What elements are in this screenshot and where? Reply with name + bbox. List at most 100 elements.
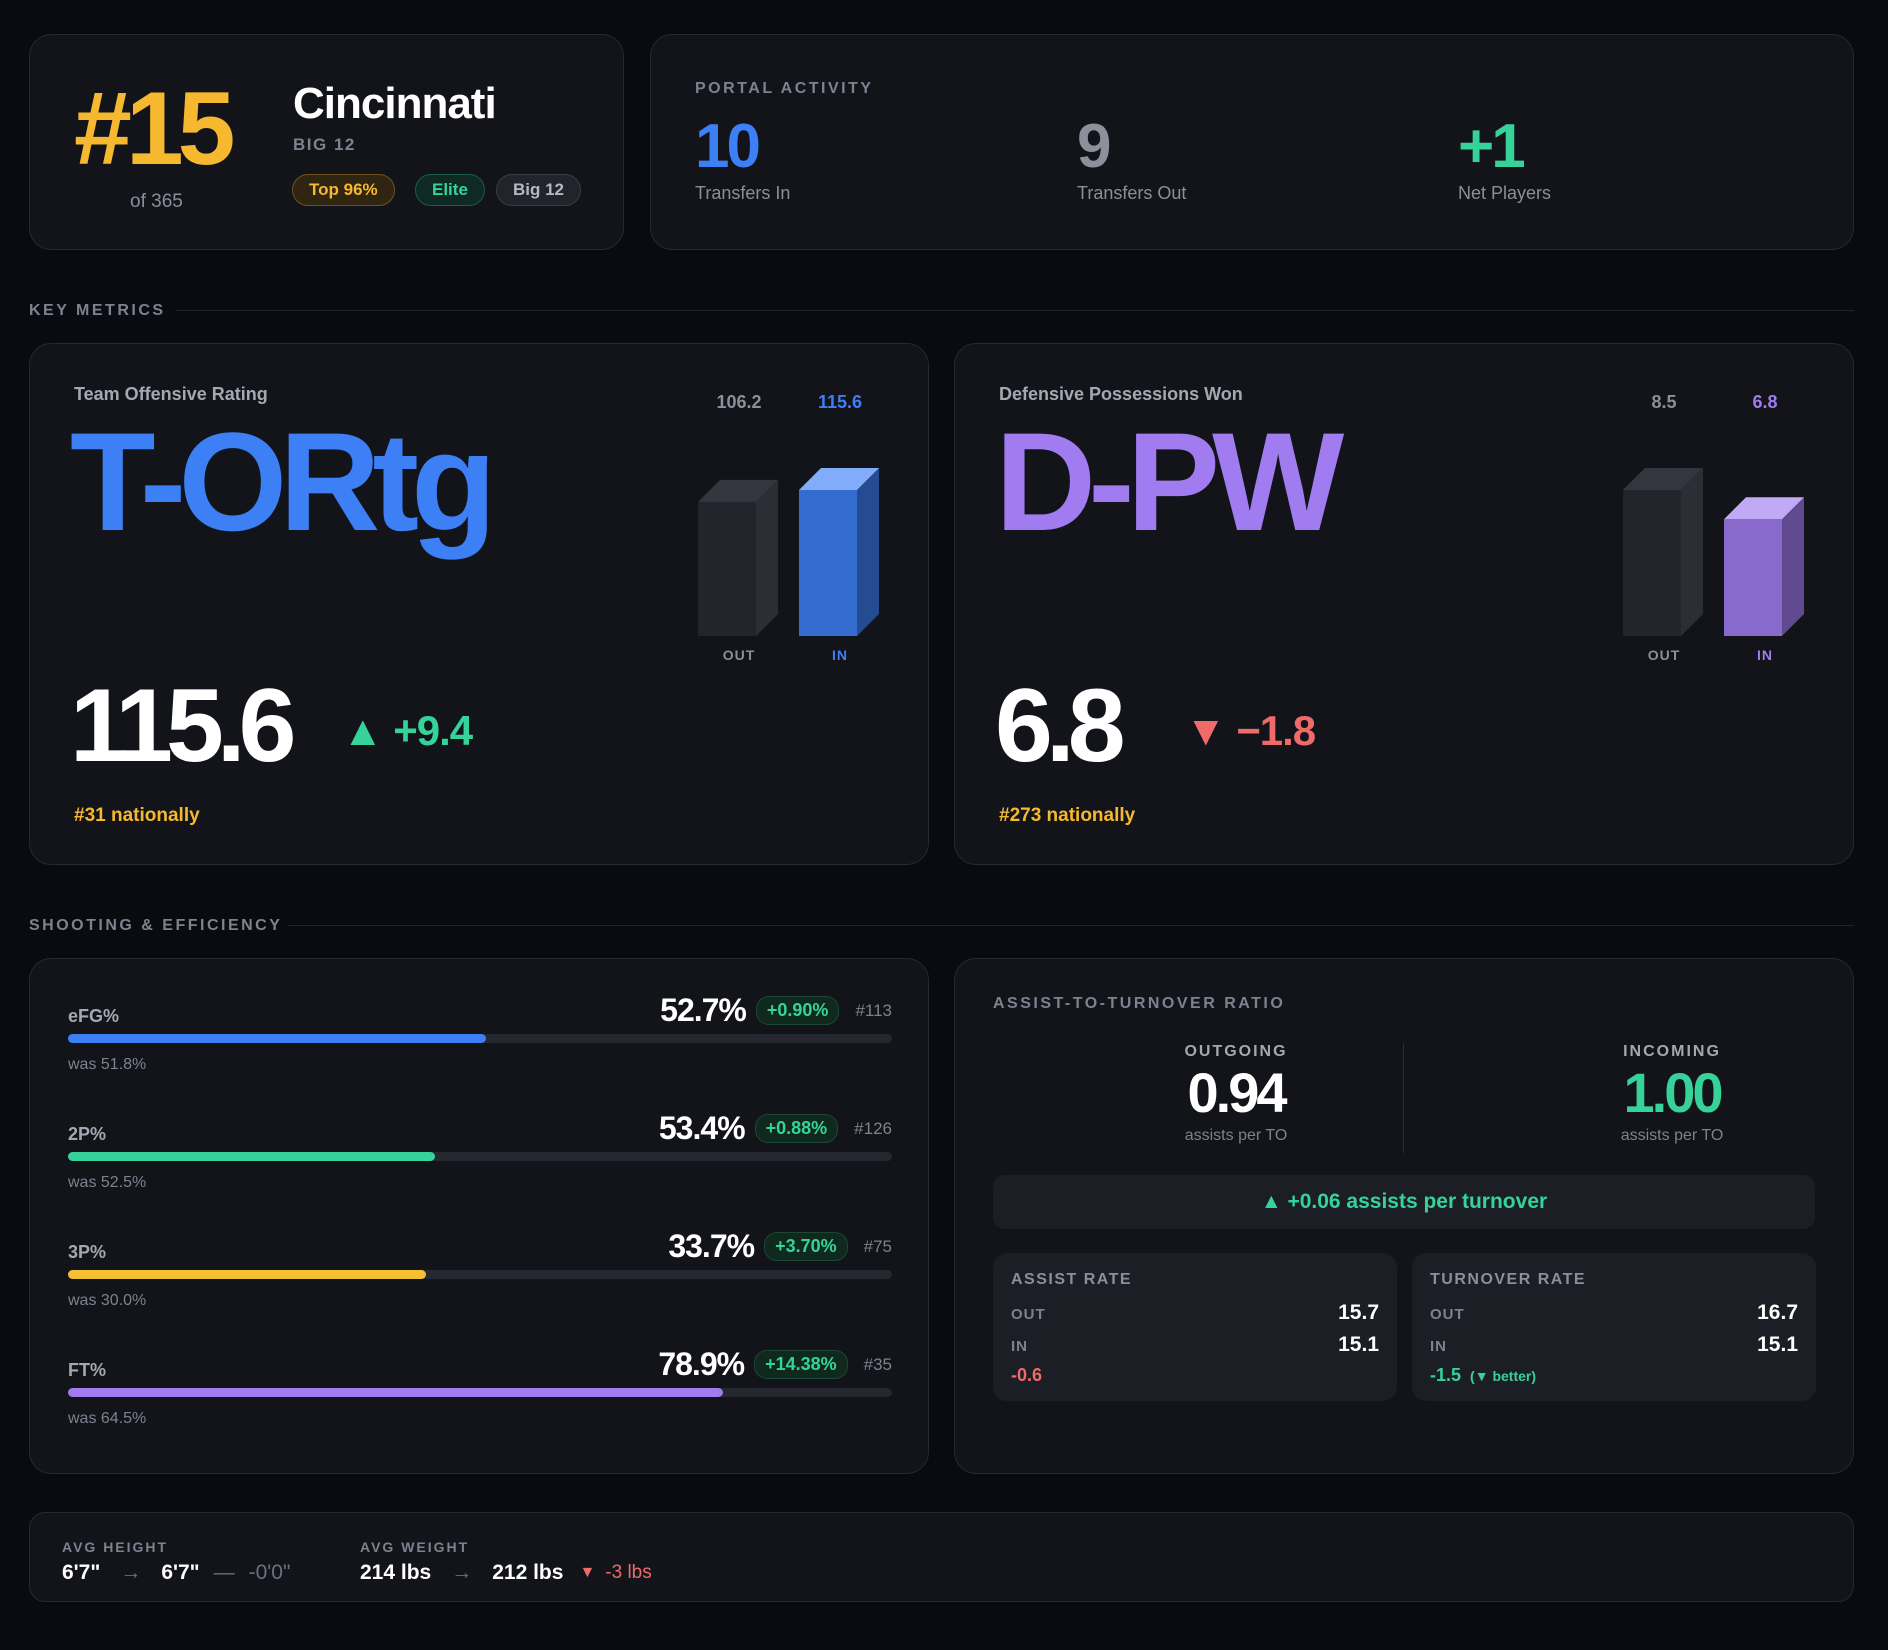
out-bar-top [698,479,778,502]
in-label: IN [1011,1338,1028,1355]
outgoing-caption: OUTGOING [1184,1043,1288,1060]
stat-values: 53.4% +0.88% #126 [659,1110,892,1147]
metric-abbreviation: T-ORtg [70,403,497,560]
progress-track [68,1270,892,1279]
assist-turnover-card: ASSIST-TO-TURNOVER RATIO OUTGOING 0.94 a… [954,958,1854,1474]
in-label: IN [832,647,848,663]
percentile-badge: Top 96% [292,174,395,206]
stat-change-badge: +3.70% [764,1232,848,1261]
metric-delta: ▼ −1.8 [1185,710,1316,752]
turnover-rate-note: (▼ better) [1470,1368,1537,1384]
avg-height-values: 6'7" → 6'7" — -0'0" [62,1561,290,1585]
up-arrow-icon: ▲ [342,707,384,754]
in-bar-side [857,468,879,636]
out-label: OUT [1647,647,1681,663]
in-value: 115.6 [817,392,863,412]
stat-value: 53.4% [658,1110,746,1146]
progress-fill [68,1270,427,1279]
turnover-rate-out-row: OUT 16.7 [1430,1301,1798,1325]
outgoing-unit: assists per TO [1184,1127,1288,1145]
stat-value: 33.7% [668,1228,755,1264]
progress-track [68,1152,892,1161]
comparison-bars [698,468,879,636]
turnover-rate-in: 15.1 [1757,1333,1798,1356]
dash-icon: — [213,1561,235,1584]
stat-values: 52.7% +0.90% #113 [660,992,892,1029]
assist-rate-in: 15.1 [1338,1333,1379,1356]
net-players-value: +1 [1458,112,1526,181]
out-label: OUT [1430,1306,1465,1323]
progress-track [68,1388,892,1397]
in-bar-front [799,490,857,636]
out-bar-front [1623,490,1681,636]
shooting-row-2p: 2P% 53.4% +0.88% #126 was 52.5% [68,1110,892,1220]
weight-diff: -3 lbs [605,1562,652,1583]
weight-to: 212 lbs [492,1561,564,1584]
out-value: 106.2 [716,392,762,412]
team-rank: #15 [74,71,236,187]
section-divider [176,310,1854,311]
section-key-metrics: KEY METRICS [29,302,166,319]
progress-track [68,1034,892,1043]
out-bar-side [756,479,778,636]
section-shooting: SHOOTING & EFFICIENCY [29,917,283,934]
section-divider [288,925,1854,926]
previous-value: was 52.5% [68,1174,147,1191]
tier-badge: Elite [415,174,485,206]
progress-fill [68,1152,435,1161]
team-name: Cincinnati [293,79,497,128]
down-arrow-icon: ▼ [579,1564,596,1581]
progress-fill [68,1034,486,1043]
metric-card-defense: Defensive Possessions Won D-PW 8.5 6.8 O… [954,343,1854,865]
height-to: 6'7" [161,1561,200,1584]
assist-rate-diff: -0.6 [1011,1365,1043,1385]
in-bar-top [1724,497,1804,520]
in-value: 6.8 [1752,392,1778,412]
stat-name: 2P% [68,1124,107,1144]
assist-rate-out: 15.7 [1338,1301,1379,1324]
turnover-rate-in-row: IN 15.1 [1430,1333,1798,1357]
transfers-in-stat: 10 Transfers In [695,112,790,204]
in-label: IN [1430,1338,1447,1355]
progress-fill [68,1388,724,1397]
outgoing-value: 0.94 [1187,1061,1288,1124]
incoming-caption: INCOMING [1623,1043,1721,1060]
avg-weight: AVG WEIGHT 214 lbs → 212 lbs ▼ -3 lbs [360,1539,652,1585]
comparison-bars [1623,468,1804,636]
stat-change-badge: +0.88% [754,1114,839,1143]
turnover-rate-diff-value: -1.5 [1430,1365,1462,1385]
avg-height: AVG HEIGHT 6'7" → 6'7" — -0'0" [62,1539,290,1585]
stat-value: 52.7% [660,992,747,1028]
out-label: OUT [1011,1306,1046,1323]
conference-badge: Big 12 [496,174,582,206]
in-bar-front [1724,519,1782,636]
net-players-label: Net Players [1458,183,1552,204]
shooting-row-3p: 3P% 33.7% +3.70% #75 was 30.0% [68,1228,892,1338]
metric-delta-value: +9.4 [393,707,473,754]
arrow-right-icon: → [120,1561,142,1584]
out-bar-front [698,501,756,636]
stat-rank: #35 [863,1354,892,1374]
rank-of-total: of 365 [130,191,183,212]
metric-value: 6.8 [995,668,1126,784]
stat-change-badge: +0.90% [755,996,840,1025]
shooting-row-ft: FT% 78.9% +14.38% #35 was 64.5% [68,1346,892,1456]
height-from: 6'7" [62,1561,101,1584]
assist-rate-in-row: IN 15.1 [1011,1333,1379,1357]
shooting-row-efg: eFG% 52.7% +0.90% #113 was 51.8% [68,992,892,1102]
stat-name: eFG% [68,1006,120,1026]
metric-national-rank: #31 nationally [74,805,200,826]
out-bar-top [1623,468,1703,490]
stat-rank: #113 [855,1000,892,1020]
previous-value: was 30.0% [68,1292,147,1309]
portal-activity-card: PORTAL ACTIVITY 10 Transfers In 9 Transf… [650,34,1854,250]
stat-name: FT% [68,1360,106,1380]
stat-name: 3P% [68,1242,107,1262]
turnover-rate-out: 16.7 [1757,1301,1798,1324]
assist-rate-title: ASSIST RATE [1011,1271,1133,1288]
turnover-rate-title: TURNOVER RATE [1430,1271,1587,1288]
metric-title: Team Offensive Rating [74,384,268,404]
stat-value: 78.9% [658,1346,745,1382]
shooting-card: eFG% 52.7% +0.90% #113 was 51.8% 2P% 53.… [29,958,929,1474]
in-bar-side [1782,497,1804,636]
